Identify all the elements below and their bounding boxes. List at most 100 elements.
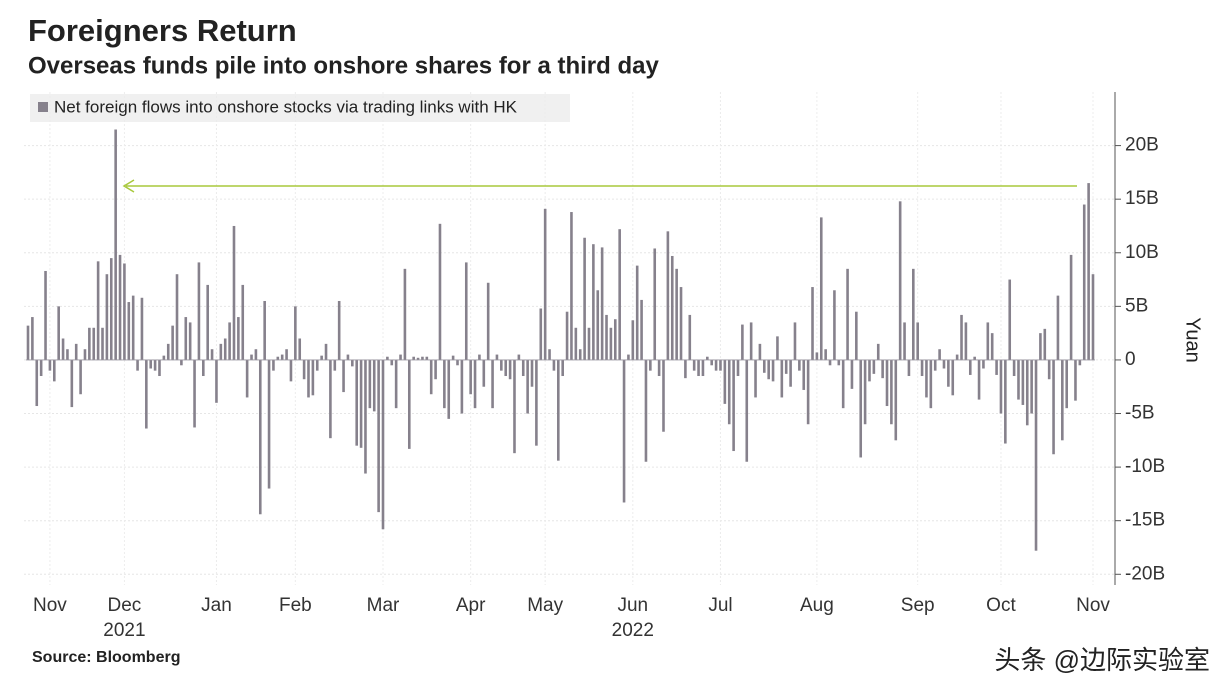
bar	[368, 359, 372, 409]
y-tick-label: -20B	[1125, 563, 1165, 584]
bar	[386, 356, 389, 360]
bar	[999, 359, 1003, 414]
bar	[136, 359, 139, 371]
bar	[188, 322, 192, 360]
legend-box	[30, 94, 570, 122]
bar	[184, 317, 188, 360]
bar	[881, 359, 884, 379]
bar	[850, 359, 854, 389]
bar	[561, 359, 564, 377]
source: Source: Bloomberg	[32, 649, 180, 666]
bar	[894, 359, 898, 441]
bar	[447, 359, 451, 419]
bar	[1030, 359, 1033, 414]
bar	[228, 322, 231, 360]
bar	[35, 359, 39, 407]
x-tick-label: Feb	[279, 595, 312, 616]
bar	[399, 354, 402, 360]
bar	[346, 354, 350, 360]
bar	[819, 217, 823, 360]
x-tick-label: Jan	[201, 595, 232, 616]
bar	[666, 231, 670, 360]
bar	[649, 359, 652, 371]
bar	[324, 343, 328, 360]
bar	[762, 359, 766, 373]
bar	[543, 208, 547, 360]
chart-subtitle: Overseas funds pile into onshore shares …	[28, 52, 659, 79]
bar	[644, 359, 648, 462]
bar	[486, 282, 490, 360]
bar	[307, 359, 310, 398]
bar	[727, 359, 731, 425]
bar	[876, 343, 880, 360]
bar	[272, 359, 275, 371]
x-tick-label: Nov	[1076, 595, 1110, 616]
bar	[526, 359, 529, 414]
bar	[837, 359, 841, 366]
bar	[960, 314, 963, 360]
bar	[653, 248, 657, 360]
bar	[175, 274, 179, 360]
bar	[504, 359, 508, 377]
bar	[977, 359, 981, 400]
bar	[1065, 359, 1069, 409]
bar	[377, 359, 380, 513]
bar	[692, 359, 696, 371]
bar	[61, 338, 65, 360]
y-tick-label: 5B	[1125, 295, 1148, 316]
x-tick-label: Apr	[456, 595, 486, 616]
bar	[719, 359, 722, 371]
bar	[280, 354, 284, 360]
bar	[929, 359, 933, 409]
bar	[1061, 359, 1064, 441]
bar	[96, 261, 100, 360]
bar	[517, 354, 521, 360]
bar	[109, 258, 113, 360]
x-tick-label: Aug	[800, 595, 834, 616]
bar	[635, 265, 639, 360]
bar	[552, 359, 556, 371]
bar	[688, 314, 692, 360]
bar	[140, 297, 144, 360]
y-axis-label: Yuan	[1182, 317, 1204, 363]
bar	[263, 300, 266, 360]
bar	[793, 322, 797, 360]
x-tick-label: Sep	[901, 595, 935, 616]
bar	[745, 359, 749, 462]
bar	[1074, 359, 1077, 401]
bar	[618, 229, 621, 360]
bar	[530, 359, 534, 387]
bar	[342, 359, 345, 393]
bar	[732, 359, 735, 452]
bar	[473, 359, 477, 409]
bar	[131, 295, 135, 360]
bar	[500, 359, 503, 371]
bar	[245, 359, 249, 398]
legend-label: Net foreign flows into onshore stocks vi…	[54, 97, 518, 116]
bar	[890, 359, 893, 425]
x-tick-label: Oct	[986, 595, 1016, 616]
bar	[811, 287, 814, 360]
bar	[105, 274, 109, 360]
bar	[605, 314, 608, 360]
bar	[1043, 328, 1047, 360]
bar	[123, 263, 126, 360]
bar	[535, 359, 538, 446]
bar	[912, 268, 915, 360]
bar	[412, 356, 415, 360]
bar	[613, 319, 617, 360]
bar	[333, 359, 337, 371]
x-year-label: 2021	[103, 620, 145, 641]
bar	[670, 255, 674, 360]
bar	[710, 359, 714, 366]
x-tick-label: Dec	[108, 595, 142, 616]
bar	[298, 338, 302, 360]
bar	[868, 359, 871, 382]
x-tick-label: Mar	[367, 595, 400, 616]
bar	[215, 359, 218, 403]
bar	[88, 327, 91, 360]
bar	[1021, 359, 1025, 405]
bar	[1039, 333, 1042, 360]
bar	[166, 343, 170, 360]
